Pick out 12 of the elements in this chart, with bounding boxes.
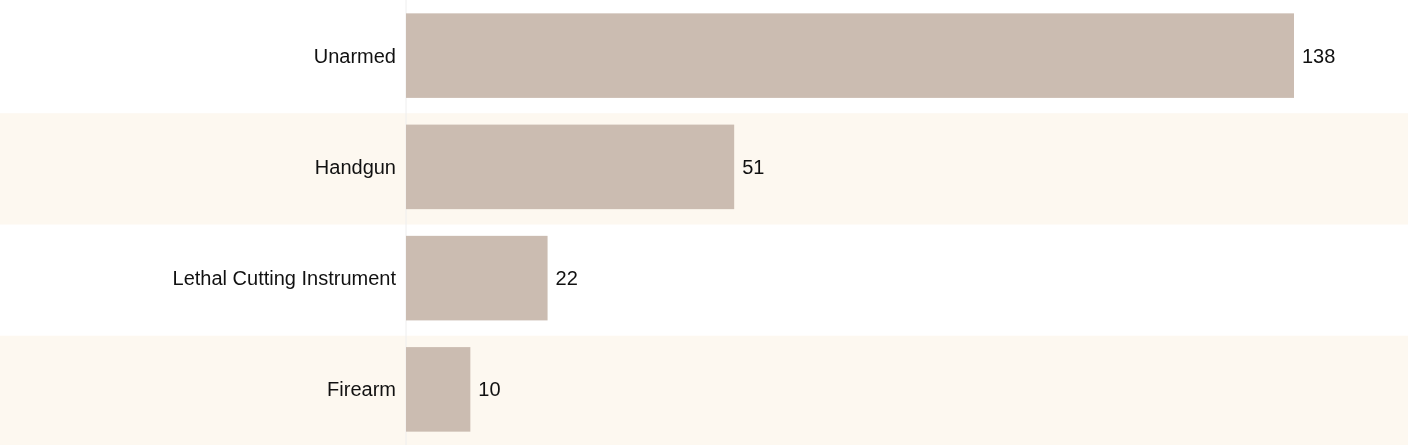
data-label: 51 (742, 155, 765, 178)
y-tick-label: Lethal Cutting Instrument (172, 267, 397, 290)
data-label: 22 (555, 267, 578, 290)
bar (406, 347, 471, 432)
bar (406, 13, 1294, 98)
y-tick-label: Firearm (327, 378, 396, 401)
data-label: 10 (478, 378, 501, 401)
y-tick-label: Unarmed (313, 44, 396, 67)
y-tick-label: Handgun (314, 155, 396, 178)
data-label: 138 (1302, 44, 1336, 67)
bar (406, 124, 735, 210)
bar (406, 235, 548, 321)
